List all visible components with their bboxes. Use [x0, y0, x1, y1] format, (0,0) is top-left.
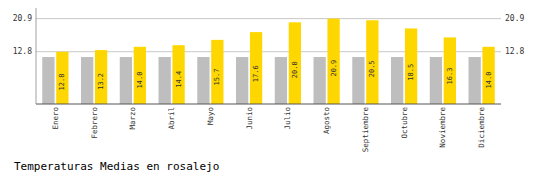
- chart-container: 12.8 13.2 14.0 14.4 15.7 17.6 20.0 20.9 20.5 18.5…: [0, 0, 537, 174]
- bar: [366, 20, 378, 104]
- y-tick-label: 12.8: [13, 47, 32, 56]
- grid-line: [36, 18, 501, 19]
- title: Temperaturas Medias en rosalejo: [14, 160, 219, 173]
- data-labels: 12.8 13.2 14.0 14.4 15.7 17.6 20.0 20.9 20.5 18.5…: [58, 60, 492, 91]
- x-tick-label: Marzo: [128, 107, 137, 130]
- data-label: 15.7: [213, 69, 221, 86]
- grid: [36, 19, 501, 52]
- data-label: 17.6: [252, 65, 260, 82]
- bar: [289, 22, 301, 104]
- bar: [197, 57, 209, 104]
- data-label: 14.0: [136, 72, 144, 89]
- bar: [56, 52, 68, 104]
- x-axis-line: [36, 104, 501, 105]
- x-tick-label: Julio: [283, 107, 292, 130]
- axes: 12.8 12.8 20.9 20.9 Enero Febrero Marzo Abril Ma…: [13, 8, 525, 152]
- bar: [42, 57, 54, 104]
- data-label: 14.0: [485, 72, 493, 89]
- bar: [134, 47, 146, 104]
- bar: [482, 47, 494, 104]
- x-tick-label: Septiembre: [361, 107, 370, 153]
- bar: [275, 57, 287, 104]
- data-label: 20.5: [368, 60, 376, 77]
- data-label: 18.5: [407, 64, 415, 81]
- x-tick-label: Diciembre: [477, 107, 486, 148]
- y2-tick-label: 12.8: [505, 47, 524, 56]
- y-axis-line: [36, 8, 37, 104]
- x-tick-label: Junio: [245, 107, 254, 130]
- bar: [352, 57, 364, 104]
- bar: [236, 57, 248, 104]
- data-label: 16.3: [446, 68, 454, 85]
- bar: [405, 28, 417, 104]
- data-label: 14.4: [175, 71, 183, 88]
- x-tick-label: Abril: [167, 107, 176, 130]
- x-tick-label: Febrero: [90, 107, 99, 139]
- data-label: 20.0: [291, 61, 299, 78]
- bar: [81, 57, 93, 104]
- bar: [159, 57, 171, 104]
- bar: [469, 57, 481, 104]
- bar: [430, 57, 442, 104]
- y2-tick-label: 20.9: [505, 14, 524, 23]
- bar: [250, 32, 262, 104]
- x-tick-label: Enero: [51, 107, 60, 130]
- bars: [42, 19, 494, 104]
- bar: [444, 37, 456, 104]
- data-label: 12.8: [58, 74, 66, 91]
- bar: [120, 57, 132, 104]
- bar: [172, 45, 184, 104]
- chart-svg: 12.8 13.2 14.0 14.4 15.7 17.6 20.0 20.9 20.5 18.5…: [0, 0, 537, 174]
- y-tick-label: 20.9: [13, 14, 32, 23]
- data-label: 20.9: [330, 60, 338, 77]
- bar: [95, 50, 107, 104]
- bar: [314, 57, 326, 104]
- x-tick-label: Noviembre: [438, 107, 447, 148]
- x-tick-label: Octubre: [400, 107, 409, 139]
- x-tick-label: Agosto: [322, 107, 331, 135]
- bar: [327, 19, 339, 104]
- data-label: 13.2: [97, 73, 105, 90]
- bar: [391, 57, 403, 104]
- x-tick-label: Mayo: [206, 107, 215, 126]
- bar: [211, 40, 223, 104]
